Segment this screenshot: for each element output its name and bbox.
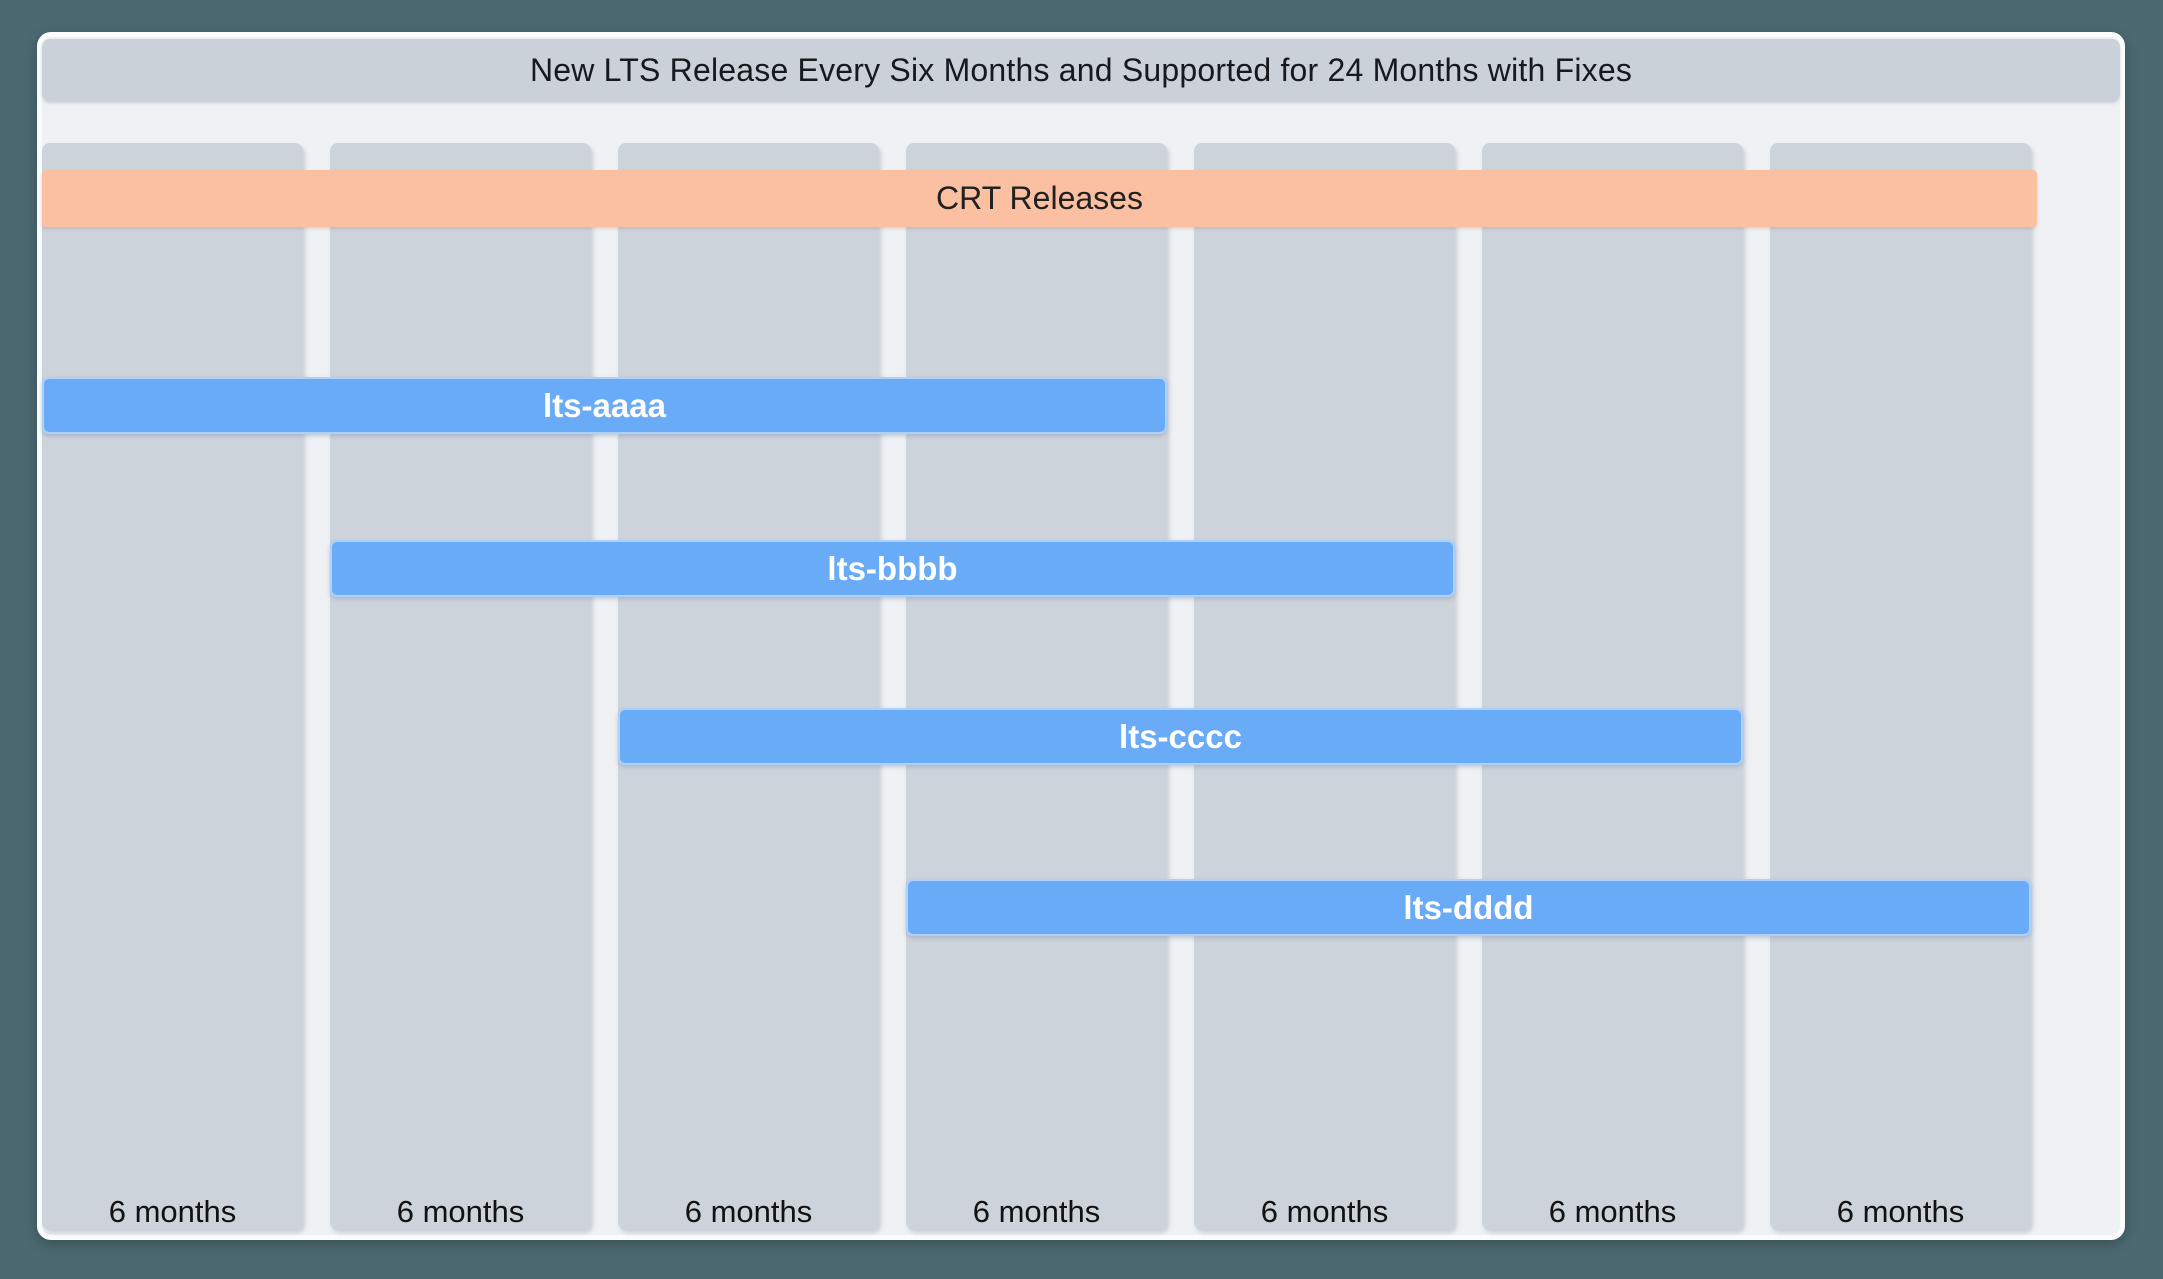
- column-duration-label: 6 months: [684, 1194, 813, 1229]
- timeline-column: 6 months: [330, 143, 591, 1230]
- column-duration-label: 6 months: [108, 1194, 237, 1229]
- crt-releases-label: CRT Releases: [936, 180, 1143, 216]
- diagram-title-bar: New LTS Release Every Six Months and Sup…: [42, 39, 2120, 101]
- lts-aaaa-bar: lts-aaaa: [42, 377, 1167, 434]
- lts-cccc-bar: lts-cccc: [618, 708, 1743, 765]
- diagram-title: New LTS Release Every Six Months and Sup…: [529, 51, 1633, 88]
- crt-releases-bar: CRT Releases: [42, 170, 2037, 227]
- column-duration-label: 6 months: [972, 1194, 1101, 1229]
- timeline-column: 6 months: [618, 143, 879, 1230]
- timeline-column: 6 months: [1482, 143, 1743, 1230]
- timeline-column: 6 months: [1770, 143, 2031, 1230]
- lts-dddd-bar: lts-dddd: [906, 879, 2031, 936]
- timeline-column: 6 months: [906, 143, 1167, 1230]
- lts-bbbb-label: lts-bbbb: [827, 549, 958, 587]
- column-duration-label: 6 months: [396, 1194, 525, 1229]
- column-duration-label: 6 months: [1260, 1194, 1389, 1229]
- diagram-panel: New LTS Release Every Six Months and Sup…: [37, 32, 2125, 1240]
- lts-dddd-label: lts-dddd: [1403, 888, 1534, 926]
- timeline-column: 6 months: [1194, 143, 1455, 1230]
- column-duration-label: 6 months: [1548, 1194, 1677, 1229]
- timeline-area: 6 months 6 months 6 months 6 months 6 months…: [42, 37, 2120, 1235]
- lts-bbbb-bar: lts-bbbb: [330, 540, 1455, 597]
- lts-aaaa-label: lts-aaaa: [543, 386, 666, 424]
- timeline-column: 6 months: [42, 143, 303, 1230]
- lts-cccc-label: lts-cccc: [1119, 717, 1242, 755]
- column-duration-label: 6 months: [1836, 1194, 1965, 1229]
